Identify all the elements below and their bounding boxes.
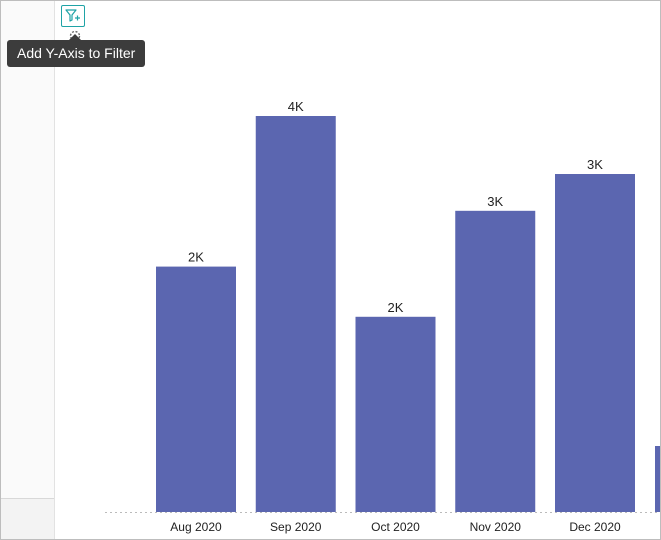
add-y-axis-filter-button[interactable] [61,5,85,27]
x-tick-label: Nov 2020 [470,520,522,534]
filter-plus-icon [65,9,80,22]
bar-nov-2020[interactable] [455,210,536,512]
tooltip: Add Y-Axis to Filter [7,34,146,67]
x-tick-label: Aug 2020 [170,520,222,534]
bar-partial-next[interactable] [655,446,660,512]
x-tick-label: Oct 2020 [371,520,420,534]
data-label: 2K [188,250,204,265]
x-tick-label: Dec 2020 [569,520,621,534]
left-panel [1,1,55,539]
bar-dec-2020[interactable] [555,174,635,513]
bar-sep-2020[interactable] [255,116,336,512]
data-label: 3K [587,157,603,172]
data-label: 3K [487,194,503,209]
left-panel-footer [1,498,54,539]
data-label: 2K [388,300,404,315]
x-tick-label: Sep 2020 [270,520,322,534]
bar-oct-2020[interactable] [355,316,436,512]
data-label: 4K [288,99,304,114]
bar-aug-2020[interactable] [156,266,236,512]
